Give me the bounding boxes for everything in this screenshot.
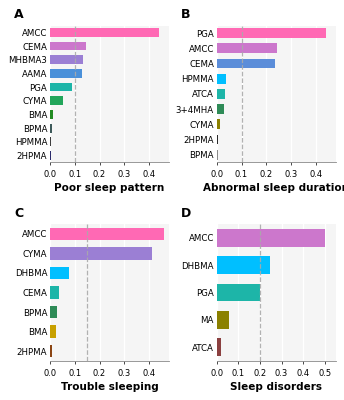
Bar: [50, 267, 68, 279]
Bar: [50, 137, 51, 146]
Bar: [217, 74, 226, 84]
Bar: [50, 83, 72, 92]
X-axis label: Trouble sleeping: Trouble sleeping: [61, 382, 158, 392]
Bar: [50, 247, 152, 260]
Bar: [50, 228, 164, 240]
Bar: [217, 43, 278, 53]
X-axis label: Abnormal sleep duration: Abnormal sleep duration: [203, 183, 344, 193]
Bar: [217, 284, 260, 301]
Bar: [50, 96, 63, 105]
Bar: [217, 256, 270, 274]
Text: D: D: [181, 207, 191, 220]
Bar: [50, 325, 56, 338]
Bar: [50, 306, 57, 318]
Bar: [217, 338, 221, 356]
Bar: [50, 124, 52, 132]
Bar: [217, 28, 326, 38]
Bar: [50, 28, 159, 37]
Bar: [50, 69, 82, 78]
Bar: [217, 104, 224, 114]
Bar: [50, 345, 53, 358]
Text: B: B: [181, 8, 191, 22]
Bar: [50, 55, 84, 64]
Bar: [217, 58, 275, 68]
X-axis label: Poor sleep pattern: Poor sleep pattern: [54, 183, 164, 193]
Bar: [50, 110, 53, 119]
Bar: [217, 229, 325, 247]
Text: C: C: [14, 207, 23, 220]
X-axis label: Sleep disorders: Sleep disorders: [230, 382, 322, 392]
Text: A: A: [14, 8, 24, 22]
Bar: [50, 42, 86, 50]
Bar: [217, 119, 220, 129]
Bar: [50, 151, 51, 160]
Bar: [217, 150, 218, 160]
Bar: [217, 311, 229, 329]
Bar: [217, 89, 225, 99]
Bar: [50, 286, 60, 299]
Bar: [217, 134, 218, 144]
